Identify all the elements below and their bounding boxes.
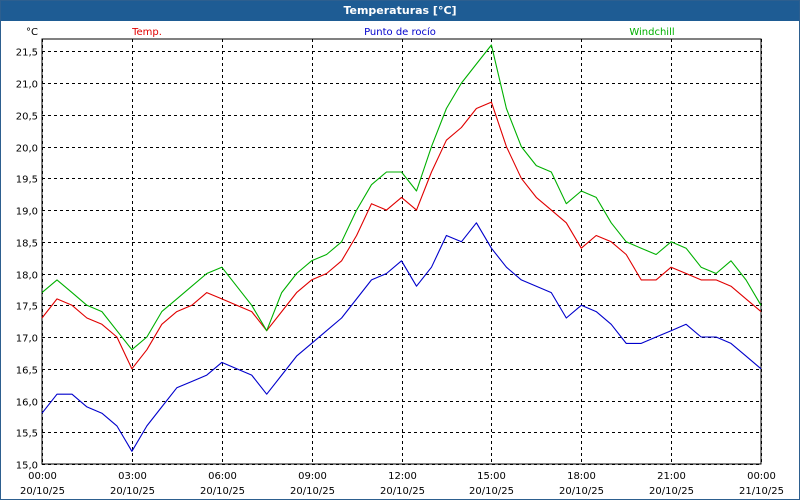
x-tick-date: 20/10/25: [290, 486, 335, 497]
x-tick-label: 21:00: [657, 471, 686, 482]
x-tick-date: 20/10/25: [200, 486, 245, 497]
y-tick-label: 21,5: [16, 48, 38, 59]
plot-frame: [41, 38, 762, 465]
grid: [42, 39, 762, 465]
legend: Temp. Punto de rocío Windchill: [131, 26, 675, 38]
legend-entry-1: Punto de rocío: [364, 26, 436, 38]
x-tick-date: 20/10/25: [559, 486, 604, 497]
y-tick-label: 18,5: [16, 239, 38, 250]
x-tick-date: 20/10/25: [110, 486, 155, 497]
series-lines: [41, 44, 762, 452]
y-tick-label: 19,5: [16, 175, 38, 186]
x-tick-label: 12:00: [388, 471, 417, 482]
y-tick-label: 17,5: [16, 302, 38, 313]
x-tick-label: 00:00: [28, 471, 57, 482]
y-tick-label: 16,5: [16, 366, 38, 377]
x-tick-date: 20/10/25: [649, 486, 694, 497]
x-tick-date: 21/10/25: [739, 486, 784, 497]
y-tick-label: 16,0: [16, 398, 38, 409]
series-line-2: [41, 44, 762, 351]
chart-title: Temperaturas [°C]: [1, 1, 799, 21]
x-tick-label: 15:00: [477, 471, 506, 482]
y-axis-label: °C: [26, 27, 38, 38]
x-tick-label: 18:00: [567, 471, 596, 482]
x-tick-label: 00:00: [747, 471, 776, 482]
y-tick-label: 21,0: [16, 80, 38, 91]
x-tick-date: 20/10/25: [469, 486, 514, 497]
temperature-chart: 15,0 15,5 16,0 16,5 17,0 17,5 18,0 18,5 19,0 19,5…: [16, 26, 784, 497]
x-tick-label: 09:00: [298, 471, 327, 482]
series-line-1: [41, 222, 762, 452]
x-tick-label: 03:00: [118, 471, 147, 482]
y-tick-label: 20,5: [16, 112, 38, 123]
axes: 15,0 15,5 16,0 16,5 17,0 17,5 18,0 18,5 19,0 19,5…: [16, 27, 784, 497]
x-tick-date: 20/10/25: [20, 486, 65, 497]
x-tick-label: 06:00: [208, 471, 237, 482]
y-tick-label: 20,0: [16, 144, 38, 155]
legend-entry-2: Windchill: [629, 27, 674, 38]
y-tick-label: 19,0: [16, 207, 38, 218]
y-tick-label: 15,5: [16, 429, 38, 440]
x-tick-date: 20/10/25: [380, 486, 425, 497]
series-line-0: [41, 101, 762, 370]
y-tick-label: 18,0: [16, 271, 38, 282]
legend-entry-0: Temp.: [131, 27, 162, 38]
y-tick-label: 15,0: [16, 461, 38, 472]
y-tick-label: 17,0: [16, 334, 38, 345]
